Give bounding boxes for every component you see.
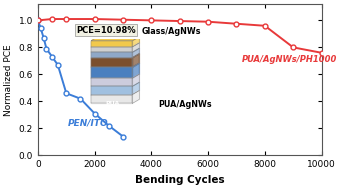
Polygon shape	[91, 94, 133, 103]
Polygon shape	[91, 78, 133, 86]
Polygon shape	[133, 82, 139, 94]
Polygon shape	[91, 37, 139, 41]
Text: PEN/ITO: PEN/ITO	[68, 119, 108, 128]
Polygon shape	[91, 58, 133, 67]
Polygon shape	[133, 74, 139, 86]
Polygon shape	[133, 54, 139, 67]
Text: PUA/AgNWs: PUA/AgNWs	[158, 100, 212, 109]
Polygon shape	[91, 41, 133, 47]
Polygon shape	[91, 52, 133, 58]
Polygon shape	[133, 43, 139, 52]
Y-axis label: Normalized PCE: Normalized PCE	[4, 44, 13, 116]
Polygon shape	[133, 48, 139, 58]
X-axis label: Bending Cycles: Bending Cycles	[135, 175, 225, 185]
Text: PUA: PUA	[106, 101, 120, 106]
Polygon shape	[133, 63, 139, 78]
Text: PCE=10.98%: PCE=10.98%	[76, 26, 136, 35]
Polygon shape	[91, 86, 133, 94]
Polygon shape	[91, 47, 133, 52]
Text: PUA/AgNWs/PH1000: PUA/AgNWs/PH1000	[242, 55, 337, 64]
Polygon shape	[133, 91, 139, 103]
Text: Glass/AgNWs: Glass/AgNWs	[142, 27, 201, 36]
Polygon shape	[91, 67, 133, 78]
Polygon shape	[133, 37, 139, 47]
